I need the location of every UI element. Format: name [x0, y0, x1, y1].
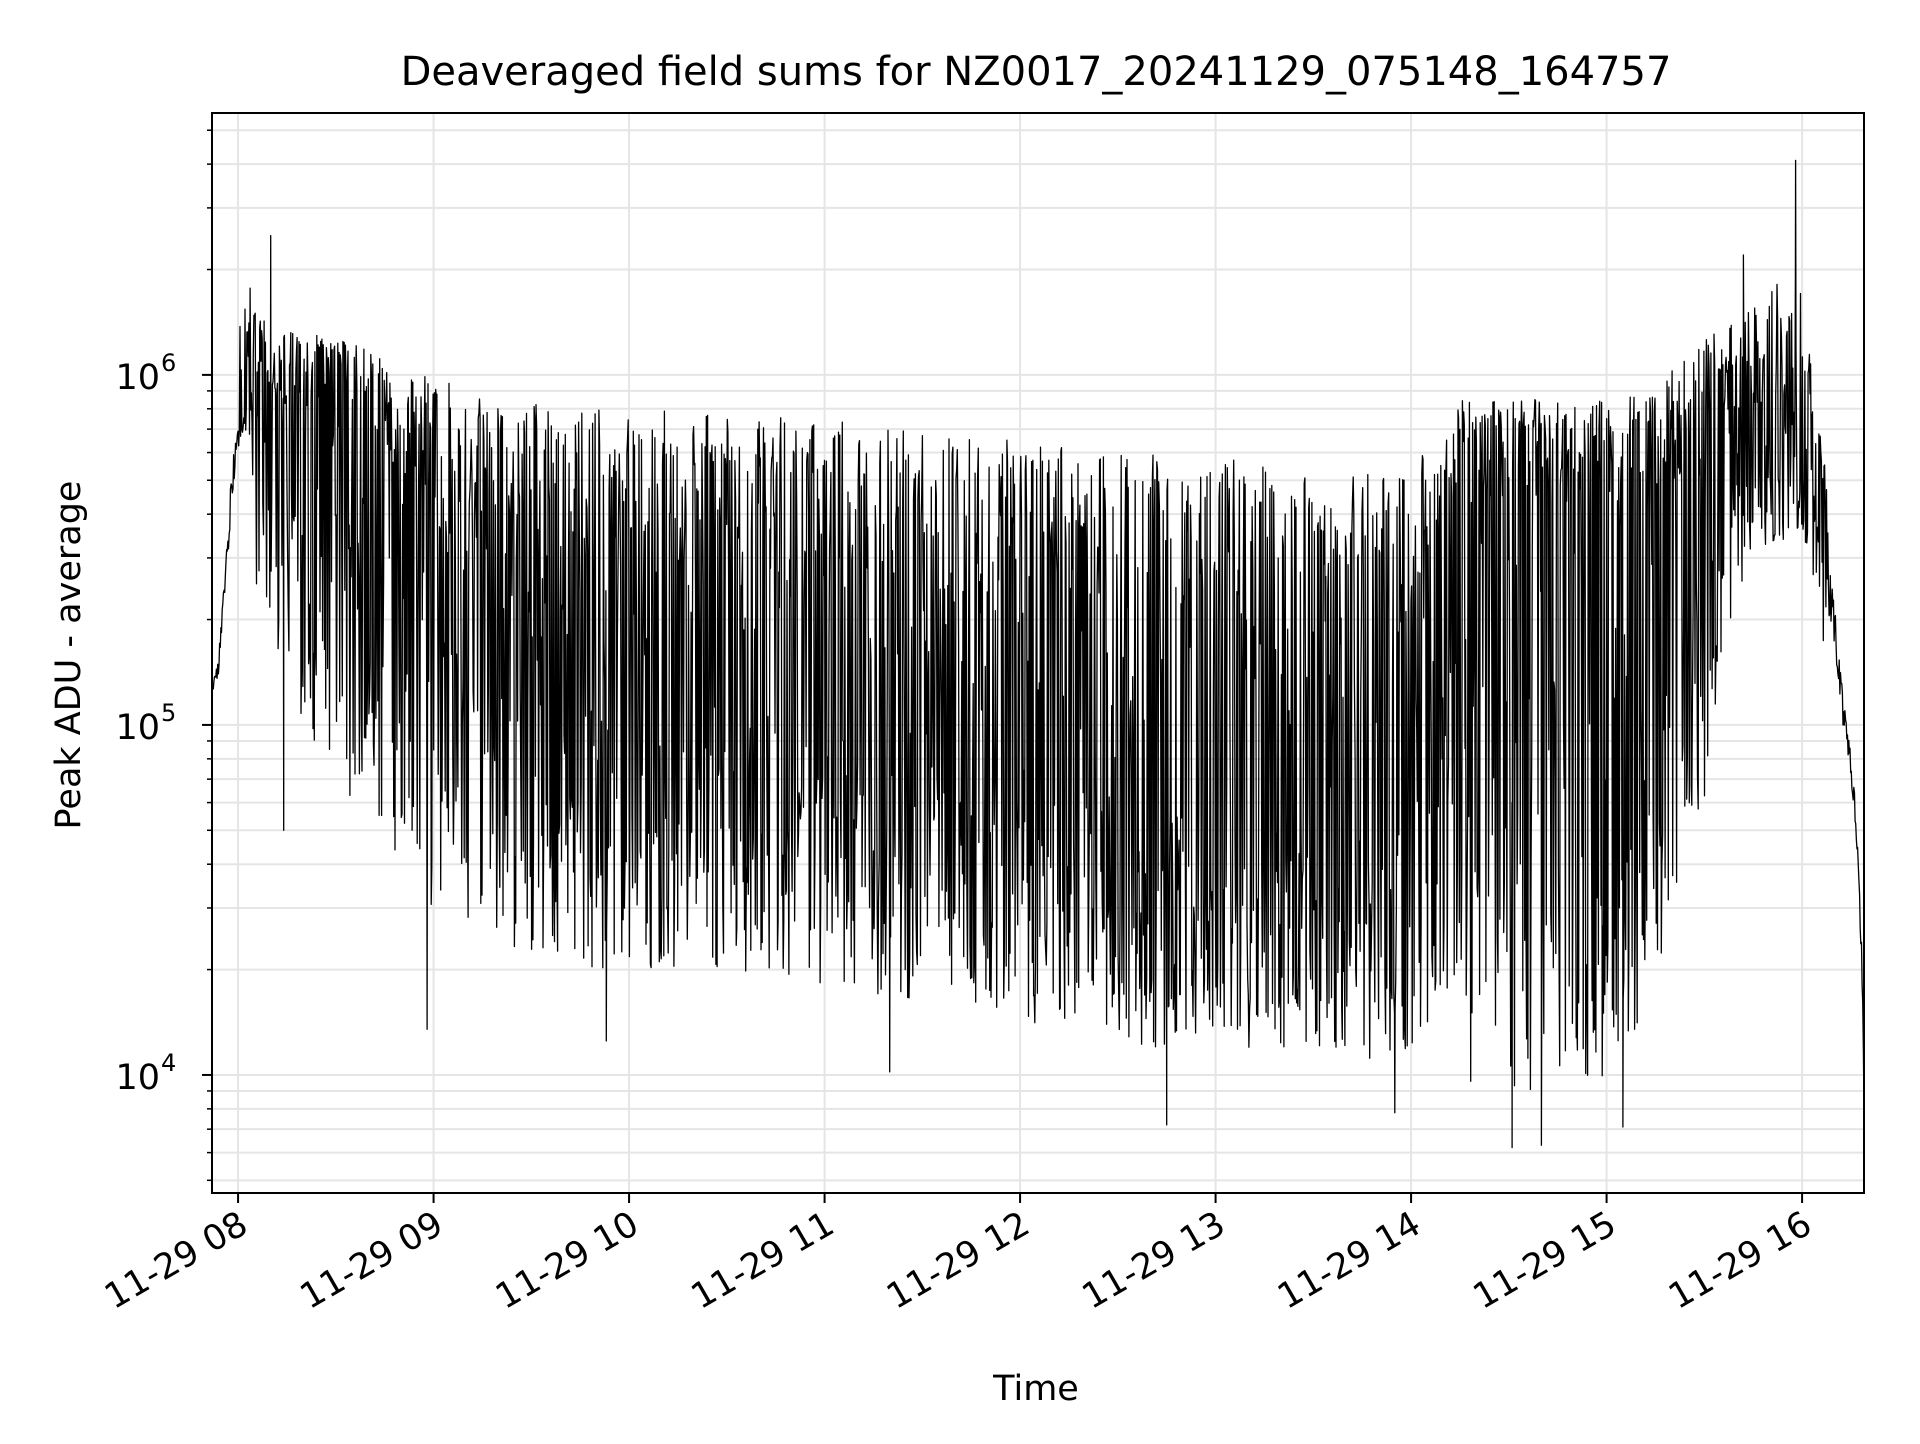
y-tick-label-exponent: 4 — [161, 1049, 176, 1077]
series-line — [211, 159, 1865, 1149]
x-axis-label: Time — [992, 1369, 1079, 1409]
plot-frame — [211, 112, 1865, 1194]
y-tick-label: 10 — [115, 1058, 160, 1098]
y-axis-label: Peak ADU - average — [49, 481, 89, 830]
y-tick-label-exponent: 6 — [161, 349, 176, 377]
series-layer — [211, 159, 1865, 1149]
y-tick-label: 10 — [115, 708, 160, 748]
y-tick-label: 10 — [115, 358, 160, 398]
chart-title: Deaveraged field sums for NZ0017_2024112… — [401, 49, 1672, 95]
y-tick-label-exponent: 5 — [161, 699, 176, 727]
